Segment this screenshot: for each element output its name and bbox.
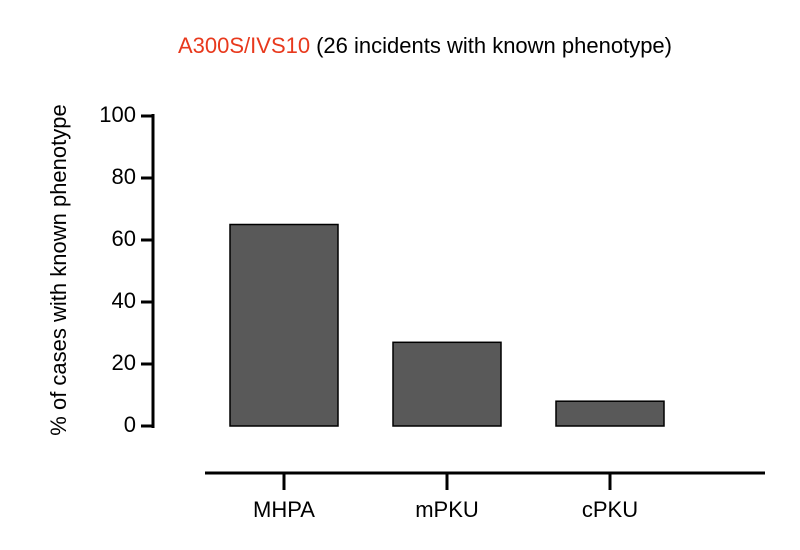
chart-title-group: A300S/IVS10 (26 incidents with known phen… — [178, 33, 672, 58]
chart-title-highlight: A300S/IVS10 — [178, 33, 310, 58]
x-tick-label: mPKU — [415, 497, 479, 522]
y-tick-label: 80 — [112, 164, 136, 189]
chart-title: (26 incidents with known phenotype) — [316, 33, 672, 58]
bar — [229, 223, 339, 427]
x-tick-label: MHPA — [253, 497, 315, 522]
y-axis-label: % of cases with known phenotype — [46, 104, 71, 435]
bar — [555, 400, 665, 427]
y-tick-label: 40 — [112, 288, 136, 313]
x-tick-label: cPKU — [582, 497, 638, 522]
y-tick-label: 100 — [99, 102, 136, 127]
y-tick-label: 0 — [124, 412, 136, 437]
y-tick-label: 60 — [112, 226, 136, 251]
bar — [392, 341, 502, 427]
y-tick-label: 20 — [112, 350, 136, 375]
